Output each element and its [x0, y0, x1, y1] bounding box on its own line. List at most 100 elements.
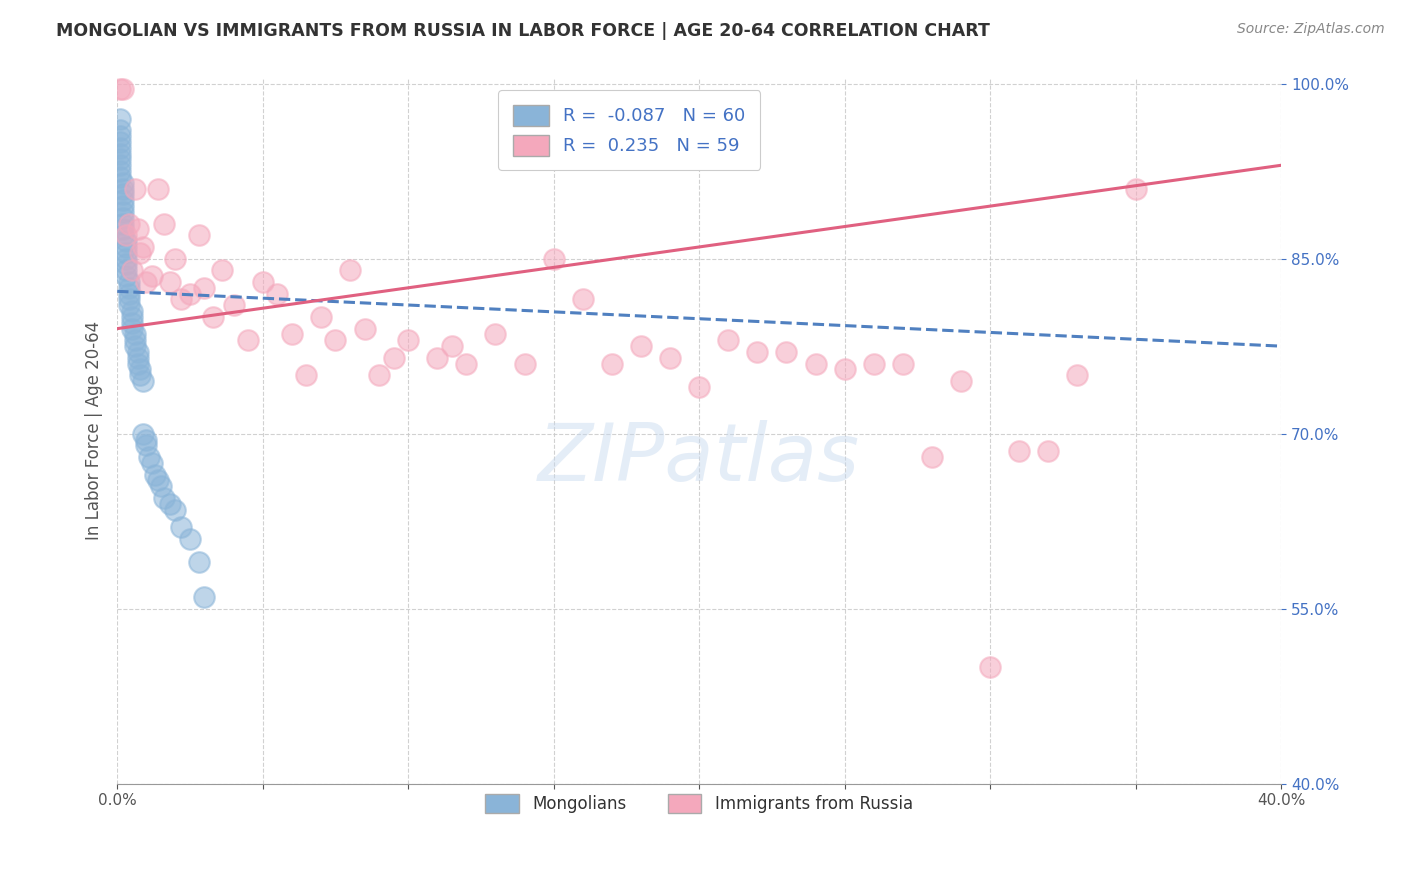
Point	[440, 339, 463, 353]
Point	[111, 82, 134, 96]
Point	[353, 321, 375, 335]
Point	[108, 146, 131, 161]
Point	[1066, 368, 1088, 383]
Point	[115, 263, 138, 277]
Point	[165, 502, 187, 516]
Point	[108, 169, 131, 184]
Point	[211, 263, 233, 277]
Point	[127, 345, 149, 359]
Point	[159, 275, 181, 289]
Point	[108, 164, 131, 178]
Point	[1125, 181, 1147, 195]
Point	[149, 479, 172, 493]
Point	[118, 286, 141, 301]
Point	[891, 357, 914, 371]
Point	[1038, 444, 1060, 458]
Point	[339, 263, 361, 277]
Point	[127, 222, 149, 236]
Point	[252, 275, 274, 289]
Point	[121, 304, 143, 318]
Legend: Mongolians, Immigrants from Russia: Mongolians, Immigrants from Russia	[474, 782, 925, 825]
Point	[141, 456, 163, 470]
Point	[118, 275, 141, 289]
Point	[115, 245, 138, 260]
Point	[775, 345, 797, 359]
Point	[600, 357, 623, 371]
Point	[862, 357, 884, 371]
Point	[1008, 444, 1031, 458]
Point	[132, 374, 155, 388]
Point	[179, 286, 201, 301]
Point	[111, 194, 134, 208]
Point	[121, 310, 143, 324]
Point	[368, 368, 391, 383]
Point	[111, 222, 134, 236]
Point	[152, 491, 174, 505]
Point	[121, 321, 143, 335]
Point	[170, 293, 193, 307]
Point	[124, 327, 146, 342]
Text: MONGOLIAN VS IMMIGRANTS FROM RUSSIA IN LABOR FORCE | AGE 20-64 CORRELATION CHART: MONGOLIAN VS IMMIGRANTS FROM RUSSIA IN L…	[56, 22, 990, 40]
Point	[111, 181, 134, 195]
Point	[108, 141, 131, 155]
Point	[118, 281, 141, 295]
Point	[543, 252, 565, 266]
Point	[141, 269, 163, 284]
Point	[121, 316, 143, 330]
Point	[484, 327, 506, 342]
Point	[309, 310, 332, 324]
Point	[325, 334, 347, 348]
Point	[143, 467, 166, 482]
Point	[659, 351, 682, 365]
Point	[747, 345, 769, 359]
Point	[115, 269, 138, 284]
Point	[834, 362, 856, 376]
Point	[426, 351, 449, 365]
Point	[513, 357, 536, 371]
Text: ZIPatlas: ZIPatlas	[538, 420, 860, 498]
Point	[108, 153, 131, 167]
Point	[165, 252, 187, 266]
Point	[979, 660, 1001, 674]
Point	[118, 293, 141, 307]
Point	[111, 205, 134, 219]
Point	[382, 351, 405, 365]
Point	[111, 217, 134, 231]
Point	[129, 368, 152, 383]
Point	[688, 380, 710, 394]
Point	[170, 520, 193, 534]
Point	[115, 257, 138, 271]
Point	[266, 286, 288, 301]
Point	[804, 357, 827, 371]
Point	[118, 298, 141, 312]
Point	[135, 275, 157, 289]
Point	[281, 327, 304, 342]
Point	[111, 176, 134, 190]
Point	[111, 211, 134, 225]
Point	[108, 129, 131, 144]
Point	[115, 252, 138, 266]
Point	[115, 240, 138, 254]
Point	[124, 181, 146, 195]
Point	[108, 158, 131, 172]
Point	[124, 339, 146, 353]
Point	[295, 368, 318, 383]
Point	[187, 555, 209, 569]
Point	[571, 293, 593, 307]
Point	[152, 217, 174, 231]
Point	[111, 228, 134, 243]
Point	[159, 497, 181, 511]
Point	[950, 374, 973, 388]
Point	[717, 334, 740, 348]
Point	[236, 334, 259, 348]
Point	[135, 433, 157, 447]
Point	[396, 334, 419, 348]
Point	[132, 426, 155, 441]
Point	[222, 298, 245, 312]
Point	[193, 590, 215, 604]
Point	[127, 351, 149, 365]
Point	[129, 362, 152, 376]
Point	[202, 310, 225, 324]
Point	[111, 187, 134, 202]
Y-axis label: In Labor Force | Age 20-64: In Labor Force | Age 20-64	[86, 321, 103, 541]
